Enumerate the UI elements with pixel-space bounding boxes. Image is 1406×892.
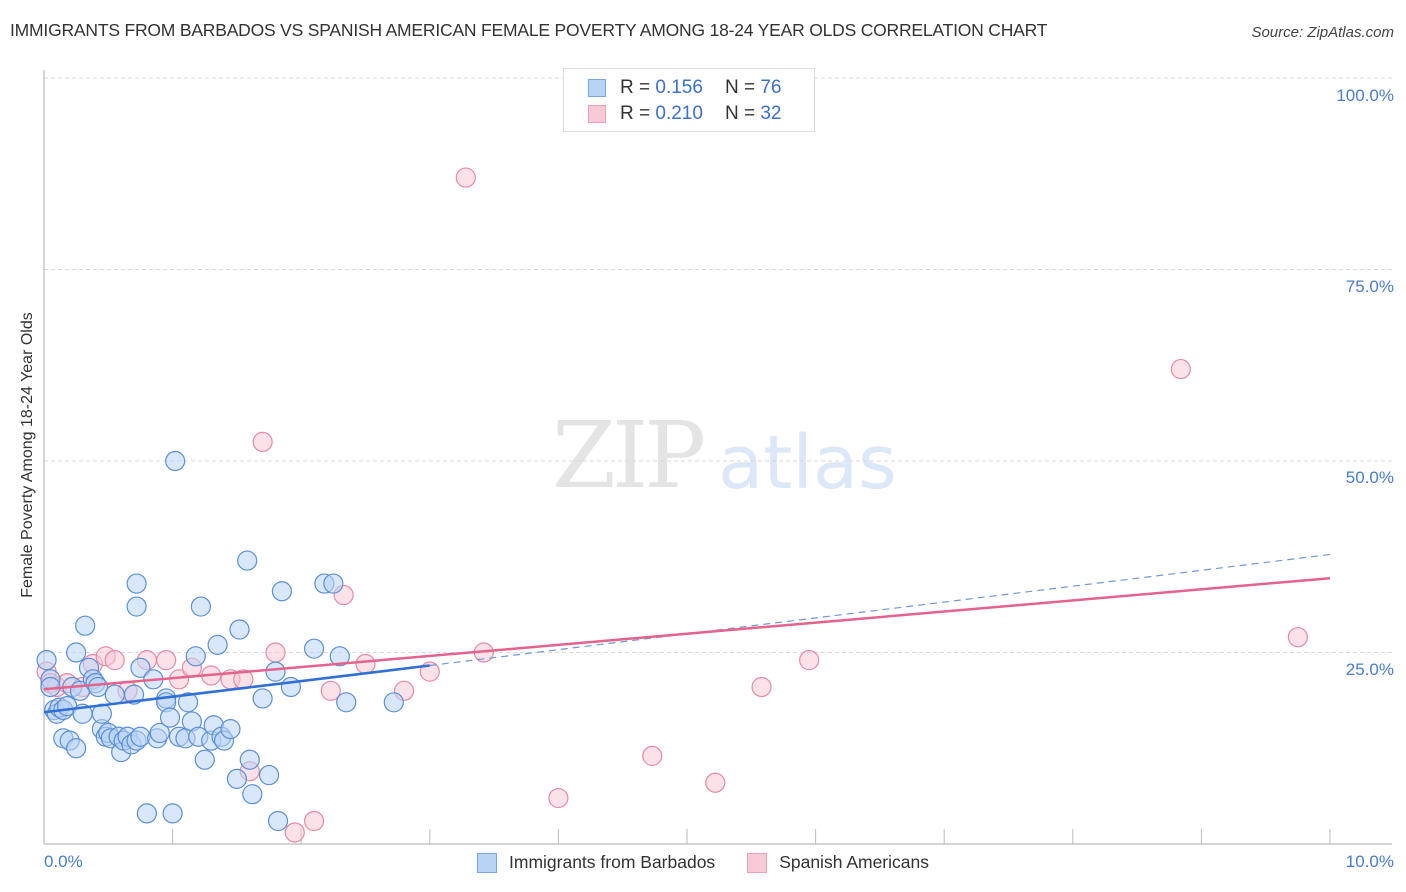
x-tick-10: 10.0%: [1345, 852, 1394, 871]
legend-label: Immigrants from Barbados: [509, 852, 716, 872]
data-point: [329, 646, 350, 667]
data-point: [126, 596, 147, 617]
data-point: [284, 822, 305, 843]
trendline-barbados-dashed: [429, 553, 1331, 667]
pink-swatch-icon: [747, 852, 768, 873]
pink-swatch-icon: [588, 105, 606, 123]
data-point: [123, 684, 145, 705]
data-point: [455, 167, 476, 188]
data-point: [66, 738, 87, 759]
source-label: Source: ZipAtlas.com: [1251, 24, 1394, 41]
data-point: [136, 803, 157, 824]
data-point: [383, 692, 404, 713]
data-point: [104, 650, 125, 671]
data-point: [190, 596, 211, 617]
data-point: [177, 692, 199, 713]
data-point: [130, 726, 151, 747]
data-point: [320, 680, 341, 701]
data-point: [336, 692, 357, 713]
data-point: [104, 684, 125, 705]
data-point: [303, 638, 325, 659]
data-point: [799, 650, 820, 671]
data-point: [642, 745, 663, 767]
data-point: [149, 722, 170, 744]
trendline-spanish: [43, 576, 1331, 691]
n-value: 76: [760, 77, 782, 98]
n-label: N =: [724, 103, 756, 124]
y-tick-75: 75.0%: [1345, 277, 1394, 296]
data-point: [156, 650, 177, 671]
y-tick-25: 25.0%: [1345, 660, 1394, 679]
legend-row-spanish: R = 0.210 N = 32: [588, 103, 781, 125]
data-point: [355, 653, 376, 675]
data-point: [267, 810, 289, 832]
y-axis-label: Female Poverty Among 18-24 Year Olds: [19, 312, 36, 598]
n-value: 32: [760, 103, 782, 124]
data-point: [705, 772, 726, 793]
data-point: [36, 650, 57, 671]
data-point: [229, 619, 250, 640]
data-point: [303, 810, 325, 832]
data-point: [185, 646, 206, 667]
data-point: [271, 581, 293, 602]
chart-title: IMMIGRANTS FROM BARBADOS VS SPANISH AMER…: [10, 20, 1048, 40]
r-value: 0.156: [655, 77, 703, 98]
r-label: R =: [620, 103, 651, 124]
data-point: [323, 573, 344, 594]
data-point: [252, 431, 273, 452]
y-tick-100: 100.0%: [1336, 86, 1394, 105]
blue-swatch-icon: [477, 852, 497, 873]
data-point: [130, 657, 151, 678]
data-point: [751, 676, 772, 698]
data-point: [265, 642, 286, 663]
y-tick-50: 50.0%: [1345, 468, 1394, 487]
data-point: [220, 718, 241, 740]
data-point: [1287, 627, 1308, 648]
data-point: [207, 634, 228, 655]
data-point: [1170, 358, 1191, 380]
legend-item-spanish-americans[interactable]: Spanish Americans: [747, 852, 929, 873]
data-point: [162, 803, 183, 824]
data-point: [258, 764, 280, 786]
data-point: [226, 768, 247, 789]
data-point: [237, 550, 258, 571]
watermark-zip: ZIP: [552, 402, 706, 509]
legend-label: Spanish Americans: [779, 852, 929, 872]
data-point: [239, 749, 260, 770]
data-point: [159, 707, 181, 728]
trendline-barbados-solid: [43, 664, 430, 714]
data-point: [66, 642, 87, 663]
data-point: [548, 787, 569, 809]
r-label: R =: [620, 77, 651, 98]
blue-swatch-icon: [588, 79, 606, 97]
x-tick-0: 0.0%: [44, 852, 83, 871]
n-label: N =: [724, 77, 756, 98]
series-legend: Immigrants from Barbados Spanish America…: [0, 852, 1406, 873]
data-point: [75, 615, 96, 636]
data-point: [87, 676, 109, 698]
legend-item-barbados[interactable]: Immigrants from Barbados: [477, 852, 715, 873]
data-point: [194, 749, 215, 770]
watermark-atlas: atlas: [718, 420, 897, 506]
data-point: [126, 573, 147, 594]
data-point: [242, 784, 263, 805]
r-value: 0.210: [655, 103, 703, 124]
data-point: [265, 661, 286, 682]
legend-row-barbados: R = 0.156 N = 76: [588, 77, 781, 99]
correlation-legend: R = 0.156 N = 76 R = 0.210 N = 32: [563, 68, 815, 132]
data-point: [165, 450, 186, 472]
data-point: [252, 688, 273, 709]
